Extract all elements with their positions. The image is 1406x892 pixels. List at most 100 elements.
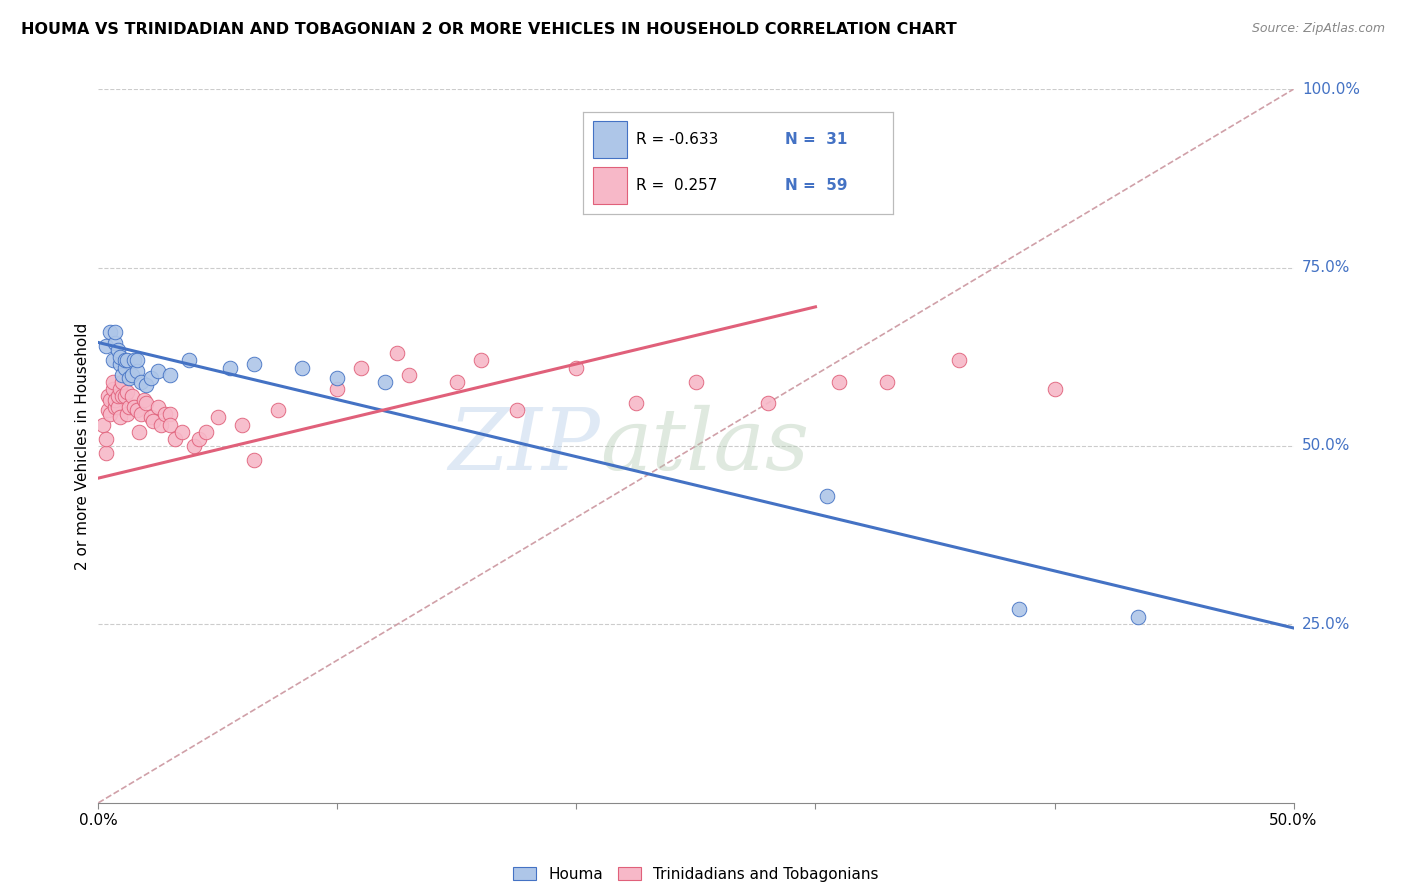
Point [148,400,170,414]
Point [101,382,124,396]
Point [135,378,157,392]
Point [108,382,131,396]
Point [104,335,127,350]
Point [163,432,186,446]
Point [98,325,122,339]
Point [107,343,129,357]
Point [98,407,122,421]
Point [111,368,134,382]
Bar [593,120,627,158]
Point [94,339,117,353]
Point [135,396,157,410]
Point [115,385,138,400]
Point [290,360,312,375]
Point [243,357,266,371]
Point [470,353,492,368]
Point [194,425,217,439]
Text: N =  59: N = 59 [785,178,846,193]
Point [107,400,129,414]
Point [139,371,162,385]
Text: 100.0%: 100.0% [1302,82,1360,96]
Point [124,353,146,368]
Point [114,360,136,375]
Point [114,353,136,368]
Point [125,403,148,417]
Point [398,368,420,382]
Point [1128,610,1150,624]
Point [101,375,124,389]
Point [948,353,970,368]
Point [121,389,143,403]
Text: Source: ZipAtlas.com: Source: ZipAtlas.com [1251,22,1385,36]
Text: N =  31: N = 31 [785,132,846,146]
Text: R =  0.257: R = 0.257 [636,178,717,193]
Point [104,325,127,339]
Point [350,360,373,375]
Point [385,346,409,360]
Point [219,360,242,375]
Point [1007,601,1029,615]
Point [131,375,153,389]
Text: 75.0%: 75.0% [1302,260,1350,275]
Legend: Houma, Trinidadians and Tobagonians: Houma, Trinidadians and Tobagonians [508,861,884,888]
Point [243,453,266,467]
Text: 25.0%: 25.0% [1302,617,1350,632]
Bar [593,167,627,204]
Text: ZIP: ZIP [449,405,600,487]
Text: HOUMA VS TRINIDADIAN AND TOBAGONIAN 2 OR MORE VEHICLES IN HOUSEHOLD CORRELATION : HOUMA VS TRINIDADIAN AND TOBAGONIAN 2 OR… [21,22,957,37]
Point [131,407,153,421]
Point [446,375,468,389]
Point [565,360,588,375]
Point [97,403,120,417]
Point [125,364,148,378]
Point [624,396,647,410]
Text: 50.0%: 50.0% [1302,439,1350,453]
Point [183,439,205,453]
Point [172,425,194,439]
Point [231,417,253,432]
Point [104,392,127,407]
Point [374,375,396,389]
Point [101,353,124,368]
Point [108,357,131,371]
Point [118,400,141,414]
Point [148,364,170,378]
Point [118,371,141,385]
Point [91,417,114,432]
Point [506,403,529,417]
Point [815,489,838,503]
Point [142,414,165,428]
Point [97,389,120,403]
Point [98,392,122,407]
Point [159,368,181,382]
Point [267,403,290,417]
Point [876,375,898,389]
Point [155,407,177,421]
Point [326,371,349,385]
Point [124,400,146,414]
Point [104,400,127,414]
Text: R = -0.633: R = -0.633 [636,132,718,146]
Point [128,425,150,439]
Point [159,417,181,432]
Y-axis label: 2 or more Vehicles in Household: 2 or more Vehicles in Household [75,322,90,570]
Point [207,410,229,425]
Point [111,375,134,389]
Point [94,432,117,446]
Point [1043,382,1066,396]
Point [115,353,138,368]
Point [111,389,134,403]
Point [121,368,143,382]
Point [94,446,117,460]
Text: atlas: atlas [600,405,810,487]
Point [107,389,129,403]
Point [326,382,349,396]
Point [139,410,162,425]
Point [685,375,707,389]
Point [149,417,172,432]
Point [187,432,209,446]
Point [828,375,851,389]
Point [756,396,779,410]
Point [108,410,131,425]
Point [159,407,181,421]
